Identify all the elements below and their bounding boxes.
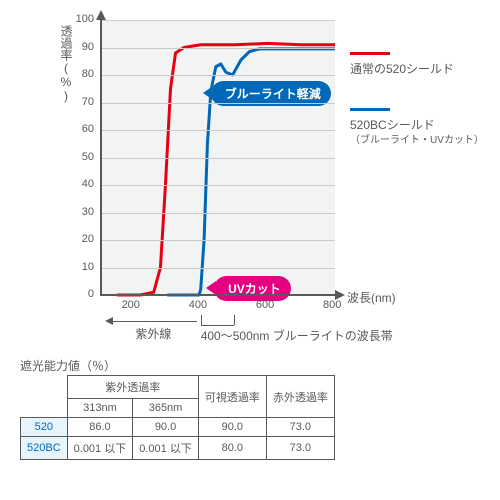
y-tick-label: 50 [82, 151, 94, 163]
legend-label-520: 通常の520シールド [350, 60, 454, 77]
y-tick-label: 20 [82, 233, 94, 245]
row-name-520: 520 [21, 418, 68, 437]
y-tick-label: 30 [82, 206, 94, 218]
axis-line [100, 20, 102, 295]
badge-uv-cut: UVカット [214, 276, 291, 301]
col-uv-313: 313nm [67, 399, 133, 418]
y-tick-label: 90 [82, 41, 94, 53]
legend-sublabel-520bc: （ブルーライト・UVカット） [350, 131, 484, 146]
blue-range-tick [234, 315, 235, 325]
legend-line-520bc [350, 108, 390, 111]
y-grid-line [100, 268, 335, 269]
y-tick-label: 10 [82, 261, 94, 273]
col-uv: 紫外透過率 [67, 376, 198, 399]
y-axis-arrowhead [96, 10, 106, 20]
x-axis-label: 波長(nm) [347, 289, 396, 306]
x-tick-label: 800 [323, 299, 341, 311]
y-tick-label: 100 [76, 13, 94, 25]
col-vis: 可視透過率 [198, 376, 266, 418]
y-tick-label: 70 [82, 96, 94, 108]
row-name-520bc: 520BC [21, 437, 68, 460]
uv-arrow-line [113, 321, 197, 322]
x-tick-label: 200 [122, 299, 140, 311]
uv-arrow-head [105, 317, 113, 325]
y-grid-line [100, 130, 335, 131]
col-ir: 赤外透過率 [266, 376, 334, 418]
y-grid-line [100, 158, 335, 159]
x-tick-label: 400 [189, 299, 207, 311]
uv-annotation: 紫外線 [135, 325, 171, 342]
y-grid-line [100, 240, 335, 241]
y-tick-label: 60 [82, 123, 94, 135]
axis-line [100, 294, 335, 296]
y-grid-line [100, 20, 335, 21]
x-tick-label: 600 [256, 299, 274, 311]
y-grid-line [100, 213, 335, 214]
y-tick-label: 0 [88, 288, 94, 300]
y-grid-line [100, 103, 335, 104]
x-axis-arrowhead [335, 290, 345, 300]
col-uv-365: 365nm [133, 399, 199, 418]
y-axis-label: 透過率(%) [58, 25, 75, 103]
y-grid-line [100, 185, 335, 186]
y-grid-line [100, 75, 335, 76]
blue-range-tick [201, 315, 202, 325]
y-grid-line [100, 48, 335, 49]
table-title: 遮光能力値（％） [20, 357, 116, 374]
data-table: 紫外透過率 可視透過率 赤外透過率 313nm 365nm 520 86.0 9… [20, 375, 335, 460]
table-row: 520 86.0 90.0 90.0 73.0 [21, 418, 335, 437]
y-tick-label: 80 [82, 68, 94, 80]
table-row: 520BC 0.001 以下 0.001 以下 80.0 73.0 [21, 437, 335, 460]
blue-range-annotation: 400〜500nm ブルーライトの波長帯 [201, 327, 393, 344]
legend-line-520 [350, 52, 390, 55]
y-tick-label: 40 [82, 178, 94, 190]
blue-range-bracket [201, 325, 235, 326]
